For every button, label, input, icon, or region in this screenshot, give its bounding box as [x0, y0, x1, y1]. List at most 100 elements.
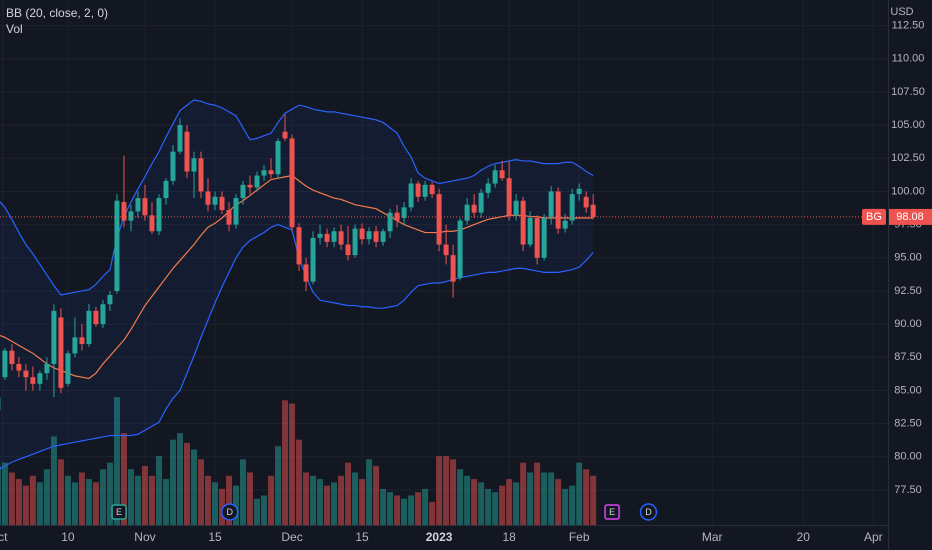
candle-body [534, 217, 540, 258]
x-tick-label: Nov [134, 530, 155, 544]
price-tag [889, 208, 932, 225]
volume-bar [555, 479, 562, 525]
volume-bar [219, 488, 225, 525]
candle-body [37, 373, 43, 384]
candle-body [324, 233, 330, 242]
candle-body [478, 192, 484, 213]
volume-bar [478, 482, 485, 525]
volume-bar [169, 439, 176, 525]
volume-bar [296, 439, 303, 525]
y-tick-label: 102.50 [891, 152, 925, 164]
candle-body [128, 211, 134, 221]
volume-bar [162, 479, 169, 525]
volume-bar [534, 462, 541, 525]
y-tick-label: 77.50 [894, 484, 922, 496]
volume-bar [254, 498, 261, 525]
volume-bar [226, 475, 233, 525]
plot-area [0, 99, 888, 525]
volume-bar [8, 472, 15, 525]
candle-body [268, 170, 274, 175]
event-label: D [226, 507, 233, 517]
candle-body [86, 310, 92, 345]
candle-body [569, 194, 575, 221]
x-tick-label: 15 [208, 530, 222, 544]
volume-bar [331, 482, 338, 525]
volume-bar [134, 475, 141, 525]
y-tick-label: 105.00 [891, 119, 925, 131]
candle-body [65, 353, 71, 384]
candle-body [506, 178, 512, 216]
volume-bar [443, 456, 450, 525]
volume-bar [190, 449, 197, 525]
candle-body [198, 158, 204, 192]
volume-bar [317, 479, 324, 525]
volume-bar [92, 482, 99, 525]
candle-body [555, 191, 561, 229]
volume-bar [176, 433, 183, 525]
candle-body [100, 304, 106, 325]
candle-body [576, 188, 582, 195]
volume-bar [499, 485, 506, 525]
volume-bar [394, 495, 401, 525]
volume-bar [22, 485, 29, 525]
volume-bar [541, 472, 548, 525]
candle-body [450, 255, 456, 282]
volume-bar [71, 482, 78, 525]
candle-body [51, 310, 57, 364]
volume-bar [36, 482, 43, 525]
event-icon [220, 503, 239, 521]
y-tick-label: 95.00 [894, 252, 922, 264]
volume-bar [85, 479, 92, 525]
volume-bar [268, 475, 275, 525]
candle-body [289, 138, 295, 228]
candle-body [212, 196, 218, 205]
volume-bar [15, 479, 22, 525]
volume-bar [373, 465, 380, 525]
candle-body [72, 337, 78, 354]
candle-body [373, 231, 379, 242]
volume-bar [148, 475, 155, 525]
candle-body [443, 244, 449, 256]
y-tick-label: 90.00 [894, 318, 922, 330]
volume-bar [183, 442, 190, 525]
candle-body [149, 215, 155, 232]
volume-bar [471, 479, 478, 525]
candle-body [394, 212, 400, 221]
candle-body [16, 363, 22, 371]
candle-body [562, 220, 568, 229]
candle-body [513, 200, 519, 216]
volume-bar [141, 465, 148, 525]
volume-bar [520, 462, 527, 525]
volume-bar [29, 475, 36, 525]
volume-bar [485, 488, 492, 525]
volume-bar [106, 462, 113, 525]
volume-bar [310, 475, 317, 525]
candle-body [79, 337, 85, 345]
volume-bar [359, 479, 366, 525]
volume-label: Vol [6, 22, 23, 36]
candle-body [177, 125, 183, 152]
candle-body [499, 170, 505, 179]
volume-bar [401, 498, 408, 525]
volume-bar [113, 397, 120, 525]
candle-body [338, 231, 344, 245]
candle-body [310, 237, 316, 282]
volume-bar [261, 495, 268, 525]
candle-body [422, 184, 428, 197]
candle-body [184, 131, 190, 172]
candle-body [163, 180, 169, 199]
candle-body [23, 370, 29, 378]
candle-body [380, 231, 386, 242]
volume-bar [275, 446, 282, 525]
volume-bar [43, 469, 50, 525]
candle-body [30, 377, 36, 384]
candle-body [240, 184, 246, 199]
volume-bar [64, 475, 71, 525]
volume-bar [492, 492, 499, 525]
candle-body [520, 200, 526, 245]
candle-body [457, 220, 463, 278]
candle-body [590, 204, 596, 217]
y-tick-label: 107.50 [891, 86, 925, 98]
candle-body [142, 198, 148, 216]
